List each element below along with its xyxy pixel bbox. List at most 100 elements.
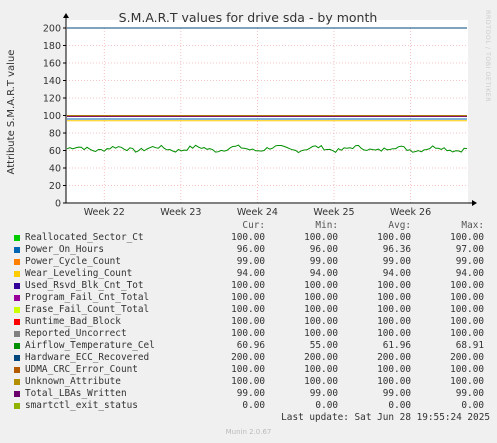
legend-max-value: 100.00 bbox=[450, 280, 484, 291]
legend-series-name: Power_On_Hours bbox=[25, 244, 105, 255]
legend-avg-value: 100.00 bbox=[377, 292, 411, 303]
legend-row: Reported_Uncorrect 100.00 100.00 100.00 100.… bbox=[14, 328, 490, 340]
legend-max-value: 97.00 bbox=[455, 244, 484, 255]
legend-cur-value: 100.00 bbox=[231, 280, 265, 291]
legend-avg-value: 100.00 bbox=[377, 364, 411, 375]
legend-row: Used_Rsvd_Blk_Cnt_Tot 100.00 100.00 100.00 1… bbox=[14, 280, 490, 292]
legend-max-value: 100.00 bbox=[450, 232, 484, 243]
y-tick-label: 100 bbox=[43, 111, 61, 122]
legend-row: Wear_Leveling_Count 94.00 94.00 94.00 94.00 bbox=[14, 268, 490, 280]
legend-cur-value: 94.00 bbox=[236, 268, 265, 279]
legend-min-value: 100.00 bbox=[304, 280, 338, 291]
axes: 0 20 40 60 80 100 120 140 160 180 200 Week 22 Week 2… bbox=[43, 13, 477, 218]
legend-row: Power_On_Hours 96.00 96.00 96.36 97.00 bbox=[14, 244, 490, 256]
legend-avg-value: 99.00 bbox=[382, 388, 411, 399]
legend-min-value: 100.00 bbox=[304, 232, 338, 243]
legend-max-value: 100.00 bbox=[450, 364, 484, 375]
legend-series-name: UDMA_CRC_Error_Count bbox=[25, 364, 138, 375]
legend-swatch bbox=[14, 355, 20, 361]
legend-avg-value: 100.00 bbox=[377, 304, 411, 315]
legend-cur-value: 99.00 bbox=[236, 256, 265, 267]
legend-swatch bbox=[14, 283, 20, 289]
legend-series-name: Used_Rsvd_Blk_Cnt_Tot bbox=[25, 280, 144, 291]
legend-header-max: Max: bbox=[461, 220, 484, 231]
legend-swatch bbox=[14, 259, 20, 265]
legend-avg-value: 100.00 bbox=[377, 376, 411, 387]
legend-swatch bbox=[14, 307, 20, 313]
x-tick-label: Week 26 bbox=[390, 207, 431, 218]
legend-min-value: 200.00 bbox=[304, 352, 338, 363]
legend-series-name: Hardware_ECC_Recovered bbox=[25, 352, 150, 363]
legend-series-name: Reported_Uncorrect bbox=[25, 328, 127, 339]
legend-max-value: 68.91 bbox=[455, 340, 484, 351]
rrdtool-watermark: RRDTOOL / TOBI OETIKER bbox=[484, 10, 491, 103]
legend-min-value: 100.00 bbox=[304, 316, 338, 327]
legend-max-value: 100.00 bbox=[450, 328, 484, 339]
legend-cur-value: 99.00 bbox=[236, 388, 265, 399]
legend-row: Program_Fail_Cnt_Total 100.00 100.00 100.00… bbox=[14, 292, 490, 304]
legend-cur-value: 100.00 bbox=[231, 292, 265, 303]
legend-row: Reallocated_Sector_Ct 100.00 100.00 100.00 1… bbox=[14, 232, 490, 244]
legend-max-value: 99.00 bbox=[455, 256, 484, 267]
legend-row: UDMA_CRC_Error_Count 100.00 100.00 100.00 10… bbox=[14, 364, 490, 376]
legend-cur-value: 100.00 bbox=[231, 232, 265, 243]
legend-swatch bbox=[14, 235, 20, 241]
legend-cur-value: 100.00 bbox=[231, 304, 265, 315]
legend-series-name: Erase_Fail_Count_Total bbox=[25, 304, 150, 315]
legend-cur-value: 100.00 bbox=[231, 316, 265, 327]
legend-header-avg: Avg: bbox=[388, 220, 411, 231]
legend-series-name: Total_LBAs_Written bbox=[25, 388, 127, 399]
legend-min-value: 0.00 bbox=[315, 400, 338, 411]
legend-max-value: 200.00 bbox=[450, 352, 484, 363]
legend-cur-value: 100.00 bbox=[231, 364, 265, 375]
legend-min-value: 99.00 bbox=[309, 256, 338, 267]
legend-cur-value: 96.00 bbox=[236, 244, 265, 255]
chart-title: S.M.A.R.T values for drive sda - by mont… bbox=[119, 10, 378, 25]
munin-version: Munin 2.0.67 bbox=[225, 428, 272, 436]
legend-min-value: 100.00 bbox=[304, 376, 338, 387]
legend-avg-value: 100.00 bbox=[377, 232, 411, 243]
legend-header: Cur: Min: Avg: Max: bbox=[14, 220, 490, 232]
legend-swatch bbox=[14, 331, 20, 337]
legend-row: Unknown_Attribute 100.00 100.00 100.00 100.0… bbox=[14, 376, 490, 388]
y-tick-label: 120 bbox=[43, 94, 61, 105]
legend-series-name: Airflow_Temperature_Cel bbox=[25, 340, 155, 351]
y-tick-label: 0 bbox=[55, 199, 61, 210]
legend-min-value: 96.00 bbox=[309, 244, 338, 255]
legend-series-name: Wear_Leveling_Count bbox=[25, 268, 133, 279]
legend-min-value: 55.00 bbox=[309, 340, 338, 351]
y-tick-label: 200 bbox=[43, 24, 61, 35]
legend-row: Runtime_Bad_Block 100.00 100.00 100.00 100.0… bbox=[14, 316, 490, 328]
legend-avg-value: 100.00 bbox=[377, 316, 411, 327]
x-tick-label: Week 23 bbox=[160, 207, 201, 218]
legend-max-value: 0.00 bbox=[461, 400, 484, 411]
legend-max-value: 100.00 bbox=[450, 316, 484, 327]
legend-max-value: 100.00 bbox=[450, 304, 484, 315]
legend-avg-value: 99.00 bbox=[382, 256, 411, 267]
y-tick-label: 40 bbox=[49, 164, 61, 175]
y-axis-label: Attribute S.M.A.R.T value bbox=[6, 50, 17, 175]
legend-cur-value: 60.96 bbox=[236, 340, 265, 351]
legend-series-name: Unknown_Attribute bbox=[25, 376, 121, 387]
y-axis-arrow bbox=[63, 13, 69, 18]
series-line bbox=[66, 144, 468, 154]
legend-cur-value: 200.00 bbox=[231, 352, 265, 363]
legend-row: Power_Cycle_Count 99.00 99.00 99.00 99.00 bbox=[14, 256, 490, 268]
legend-avg-value: 0.00 bbox=[388, 400, 411, 411]
legend-swatch bbox=[14, 403, 20, 409]
legend-min-value: 100.00 bbox=[304, 304, 338, 315]
legend-cur-value: 100.00 bbox=[231, 328, 265, 339]
y-tick-label: 160 bbox=[43, 59, 61, 70]
legend-swatch bbox=[14, 271, 20, 277]
x-axis-arrow bbox=[472, 200, 477, 206]
legend-swatch bbox=[14, 295, 20, 301]
x-tick-label: Week 25 bbox=[313, 207, 354, 218]
legend-swatch bbox=[14, 247, 20, 253]
legend-max-value: 100.00 bbox=[450, 292, 484, 303]
y-tick-label: 180 bbox=[43, 41, 61, 52]
legend-row: smartctl_exit_status 0.00 0.00 0.00 0.00 bbox=[14, 400, 490, 412]
legend-avg-value: 94.00 bbox=[382, 268, 411, 279]
legend-header-min: Min: bbox=[315, 220, 338, 231]
legend-row: Total_LBAs_Written 99.00 99.00 99.00 99.00 bbox=[14, 388, 490, 400]
legend: Cur: Min: Avg: Max: Reallocated_Sector_C… bbox=[14, 220, 490, 424]
